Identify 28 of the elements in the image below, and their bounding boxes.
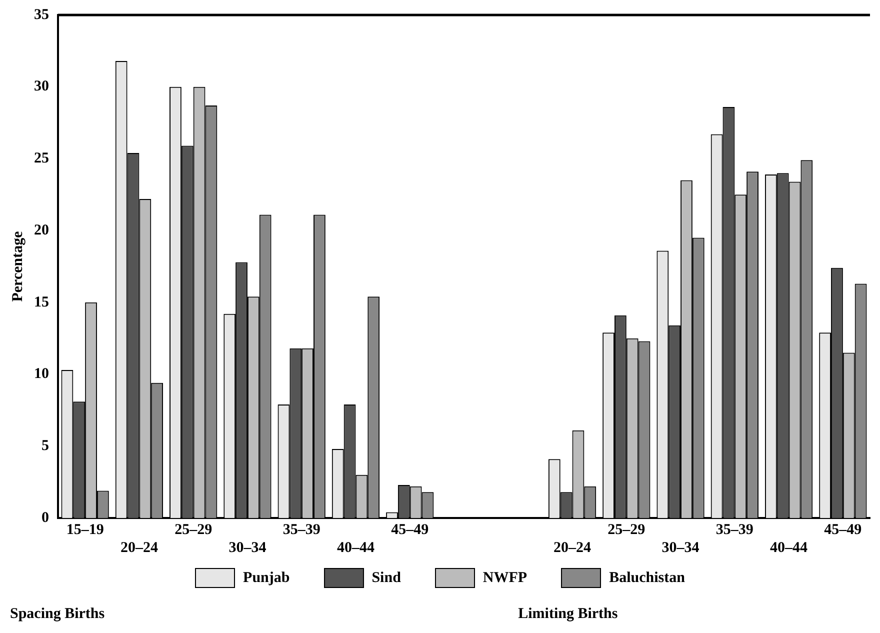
x-tick-label: 45–49 xyxy=(824,522,862,538)
y-tick-label: 25 xyxy=(34,150,49,167)
text: Spacing Births xyxy=(10,606,105,623)
x-tick-label: 25–29 xyxy=(608,522,646,538)
y-tick-label: 35 xyxy=(34,6,49,23)
y-tick-label: 5 xyxy=(42,438,49,454)
y-axis-title: Percentage xyxy=(10,230,26,302)
x-tick-label: 35–39 xyxy=(716,522,754,538)
legend-label: NWFP xyxy=(482,570,528,586)
x-tick-label: 45–49 xyxy=(391,522,429,538)
text: Limiting Births xyxy=(518,606,618,623)
legend-label: Punjab xyxy=(243,570,290,586)
legend-label: Sind xyxy=(372,570,401,586)
x-tick-label: 40–44 xyxy=(336,540,375,556)
x-tick-label: 20–24 xyxy=(120,540,158,556)
x-tick-label: 35–39 xyxy=(282,522,320,538)
legend-label: Baluchistan xyxy=(609,570,685,586)
y-tick-label: 15 xyxy=(34,294,49,310)
y-tick-label: 10 xyxy=(34,366,49,382)
x-tick-label: 20–24 xyxy=(554,540,592,556)
x-tick-label: 25–29 xyxy=(174,522,212,538)
x-tick-label: 30–34 xyxy=(662,540,700,556)
x-tick-label: 15–19 xyxy=(66,522,104,538)
x-tick-label: 40–44 xyxy=(770,540,808,556)
x-tick-label: 30–34 xyxy=(228,540,267,556)
y-tick-label: 30 xyxy=(34,78,49,95)
y-tick-label: 0 xyxy=(42,510,49,526)
y-tick-label: 20 xyxy=(34,222,49,238)
